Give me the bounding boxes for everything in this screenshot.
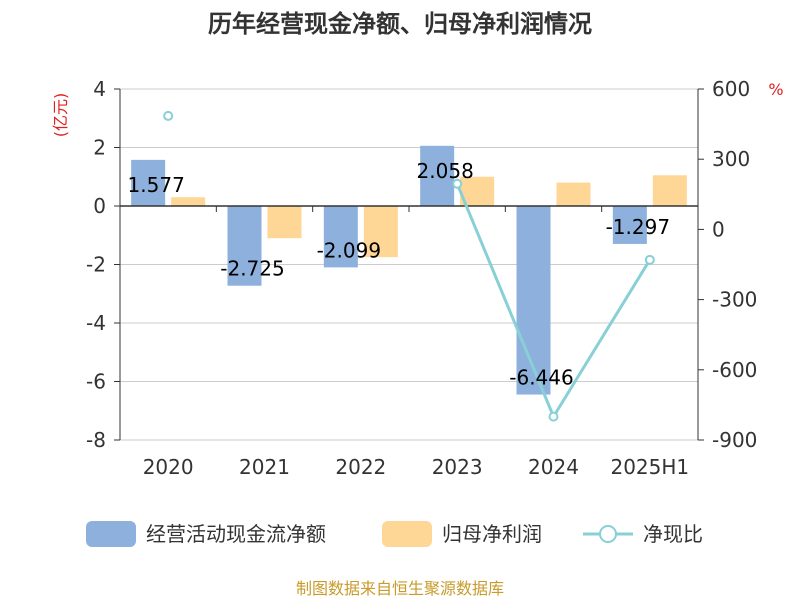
y-right-tick-label: -300 xyxy=(712,288,757,312)
cashflow-bar xyxy=(323,206,358,268)
ratio-point xyxy=(163,110,174,121)
y-right-tick-label: -900 xyxy=(712,428,757,452)
x-tick-label: 2021 xyxy=(239,455,290,479)
axes: 4 2 0 -2 -4 -6 -8 600 300 0 -300 -600 -900 2020 2021 20… xyxy=(86,77,757,479)
legend-marker xyxy=(599,525,617,543)
netprofit-bar xyxy=(267,206,302,239)
y-left-tick-label: 2 xyxy=(93,136,106,160)
legend-label: 净现比 xyxy=(643,522,703,546)
y-left-tick-label: -6 xyxy=(86,370,106,394)
y-left-tick-label: -2 xyxy=(86,253,106,277)
cashflow-bar xyxy=(516,206,551,395)
chart-title: 历年经营现金净额、归母净利润情况 xyxy=(208,10,592,38)
cashflow-data-label: -6.446 xyxy=(509,366,573,390)
cashflow-bar xyxy=(227,206,262,286)
legend-swatch xyxy=(86,521,136,547)
data-labels: 1.577 -2.725 -2.099 2.058 -6.446 -1.297 xyxy=(128,159,671,390)
y-left-tick-label: 0 xyxy=(93,194,106,218)
cashflow-data-label: -2.099 xyxy=(317,238,381,262)
legend-label: 归母净利润 xyxy=(442,522,542,546)
source-note: 制图数据来自恒生聚源数据库 xyxy=(296,579,504,598)
legend-label: 经营活动现金流净额 xyxy=(146,522,326,546)
netprofit-bar xyxy=(556,182,591,206)
cashflow-data-label: 1.577 xyxy=(128,173,185,197)
legend-swatch xyxy=(382,521,432,547)
y-left-tick-label: 4 xyxy=(93,77,106,101)
ratio-point xyxy=(548,411,559,422)
y-left-tick-label: -4 xyxy=(86,311,106,335)
cashflow-data-label: -2.725 xyxy=(220,257,284,281)
cashflow-bar xyxy=(420,145,455,206)
cashflow-data-label: 2.058 xyxy=(417,159,474,183)
x-tick-label: 2023 xyxy=(432,455,483,479)
legend-item-1: 经营活动现金流净额 xyxy=(86,521,326,547)
ratio-point xyxy=(452,178,463,189)
netprofit-bar xyxy=(363,206,398,258)
x-tick-label: 2022 xyxy=(335,455,386,479)
y-left-tick-label: -8 xyxy=(86,428,106,452)
ratio-line xyxy=(163,110,655,422)
x-tick-label: 2025H1 xyxy=(610,455,689,479)
y-right-tick-label: 300 xyxy=(712,147,750,171)
netprofit-bar xyxy=(171,197,206,206)
cashflow-bar xyxy=(612,206,647,244)
x-tick-label: 2020 xyxy=(143,455,194,479)
y-right-tick-label: 0 xyxy=(712,217,725,241)
left-axis-unit: (亿元) xyxy=(51,93,70,138)
legend-item-3: 净现比 xyxy=(583,522,703,546)
right-axis-unit: % xyxy=(768,80,783,99)
grid xyxy=(120,88,698,441)
cashflow-data-label: -1.297 xyxy=(606,215,670,239)
legend-item-2: 归母净利润 xyxy=(382,521,542,547)
netprofit-bar xyxy=(652,175,687,206)
cashflow-bar xyxy=(131,159,166,206)
x-tick-label: 2024 xyxy=(528,455,579,479)
bars xyxy=(131,145,687,395)
y-right-tick-label: -600 xyxy=(712,358,757,382)
ratio-point xyxy=(644,254,655,265)
y-right-tick-label: 600 xyxy=(712,77,750,101)
legend: 经营活动现金流净额 归母净利润 净现比 xyxy=(86,521,703,547)
